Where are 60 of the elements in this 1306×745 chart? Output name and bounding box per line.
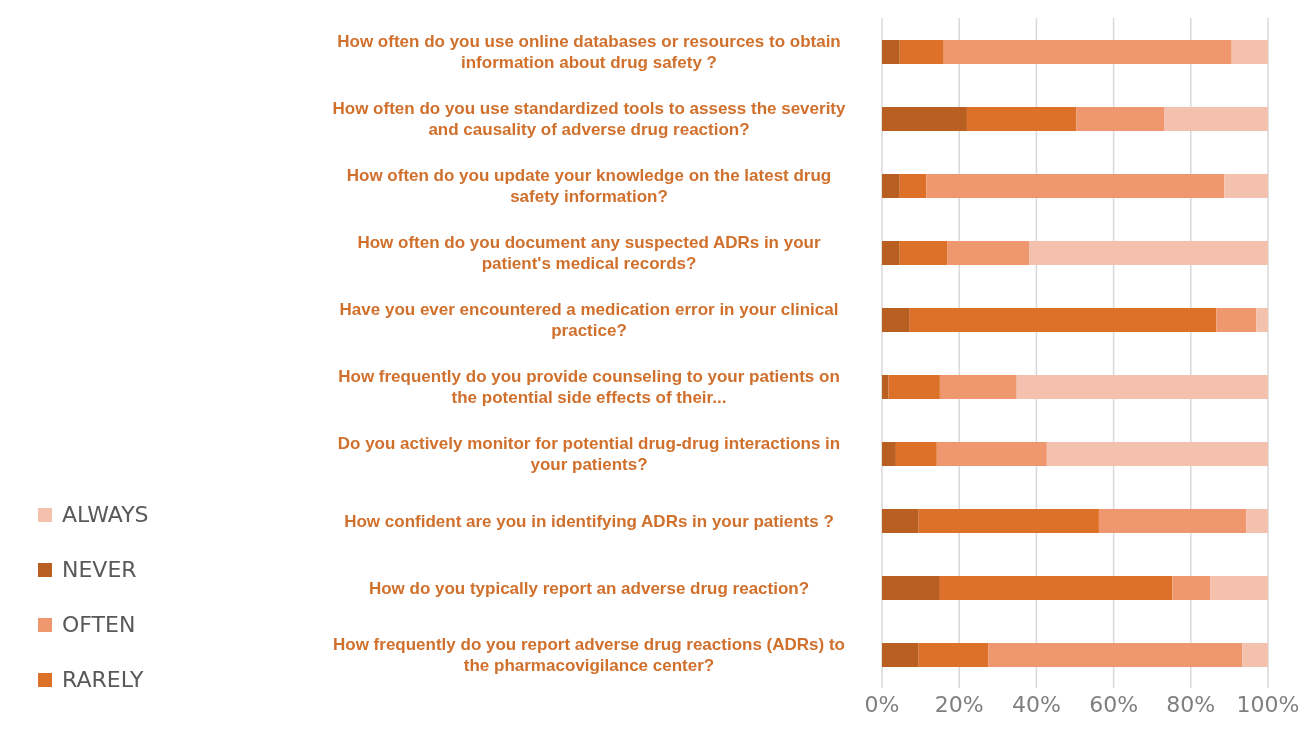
- legend-label: ALWAYS: [61, 502, 150, 527]
- bar: [988, 643, 1243, 667]
- bar: [1164, 107, 1268, 131]
- bar: [895, 442, 937, 466]
- bar: [882, 375, 889, 399]
- bar: [1242, 643, 1268, 667]
- bar: [1231, 40, 1268, 64]
- bar: [1224, 174, 1268, 198]
- bar: [882, 241, 900, 265]
- x-tick-label: 0%: [864, 691, 900, 717]
- legend-label: NEVER: [61, 557, 138, 582]
- x-tick-label: 40%: [1011, 691, 1061, 717]
- x-tick-label: 80%: [1166, 691, 1216, 717]
- y-tick-label: How frequently do you provide counseling to your patients on the potential side effects of their...: [338, 366, 840, 407]
- y-tick-label: How confident are you in identifying ADRs in your patients ?: [344, 511, 834, 530]
- bar: [939, 576, 1173, 600]
- legend-label: OFTEN: [61, 612, 137, 637]
- y-tick-label: How often do you use online databases or resources to obtain information about drug safety ?: [337, 31, 841, 72]
- bar: [1210, 576, 1268, 600]
- y-tick-label: How often do you document any suspected ADRs in your patient's medical records?: [357, 232, 821, 273]
- y-tick-label: How do you typically report an adverse drug reaction?: [368, 578, 810, 597]
- bar: [882, 308, 910, 332]
- bar: [966, 107, 1077, 131]
- bar: [882, 576, 940, 600]
- bar: [1029, 241, 1268, 265]
- bar: [882, 107, 967, 131]
- y-tick-label: How often do you update your knowledge on the latest drug safety information?: [346, 165, 832, 206]
- bar: [1256, 308, 1268, 332]
- bar: [918, 643, 989, 667]
- bar: [1046, 442, 1268, 466]
- bar: [918, 509, 1099, 533]
- x-tick-label: 60%: [1089, 691, 1139, 717]
- y-tick-label: Have you ever encountered a medication error in your clinical practice?: [339, 299, 839, 340]
- bar: [888, 375, 940, 399]
- bar: [936, 442, 1047, 466]
- bar: [899, 40, 944, 64]
- y-tick-label: Do you actively monitor for potential drug-drug interactions in your patients?: [337, 433, 841, 474]
- bar: [1016, 375, 1268, 399]
- legend-label: RARELY: [61, 667, 145, 692]
- bar: [1076, 107, 1165, 131]
- bar: [1098, 509, 1247, 533]
- y-tick-label: How often do you use standardized tools to assess the severity and causality of adverse drug reaction?: [332, 98, 847, 139]
- bar: [1246, 509, 1268, 533]
- bar: [947, 241, 1030, 265]
- bar: [899, 241, 948, 265]
- bar: [939, 375, 1017, 399]
- bar: [926, 174, 1225, 198]
- bar: [882, 643, 919, 667]
- bar: [882, 509, 919, 533]
- bar: [1216, 308, 1257, 332]
- bar: [882, 174, 900, 198]
- y-tick-label: How frequently do you report adverse drug reactions (ADRs) to the pharmacovigilance center?: [333, 634, 845, 675]
- x-tick-label: 100%: [1236, 691, 1300, 717]
- bar: [882, 442, 896, 466]
- x-tick-label: 20%: [934, 691, 984, 717]
- bar: [943, 40, 1232, 64]
- bar: [882, 40, 900, 64]
- bar: [909, 308, 1217, 332]
- bar: [1172, 576, 1211, 600]
- bar: [899, 174, 927, 198]
